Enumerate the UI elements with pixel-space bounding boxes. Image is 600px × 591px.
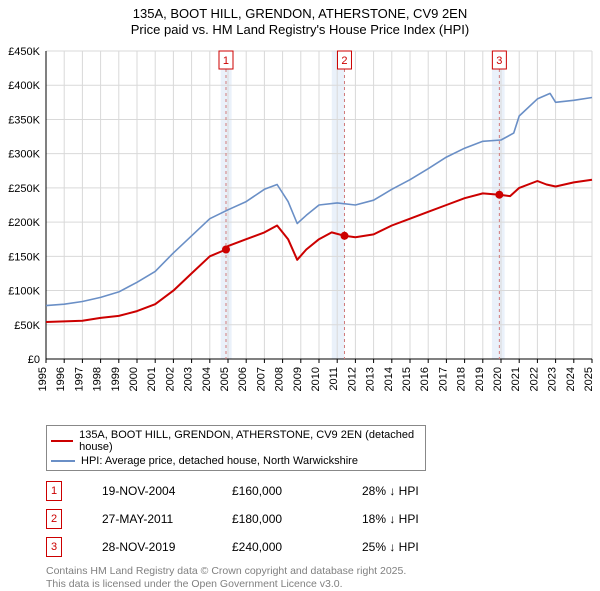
svg-text:2015: 2015 [401, 367, 413, 391]
sale-price: £240,000 [232, 540, 322, 554]
sale-date: 27-MAY-2011 [102, 512, 192, 526]
svg-text:2002: 2002 [164, 367, 176, 391]
sale-price: £180,000 [232, 512, 322, 526]
svg-text:2005: 2005 [219, 367, 231, 391]
svg-text:2016: 2016 [419, 367, 431, 391]
svg-text:2014: 2014 [383, 367, 395, 391]
legend-item: 135A, BOOT HILL, GRENDON, ATHERSTONE, CV… [51, 428, 421, 454]
legend: 135A, BOOT HILL, GRENDON, ATHERSTONE, CV… [46, 425, 426, 471]
svg-text:2023: 2023 [547, 367, 559, 391]
sale-delta: 25% ↓ HPI [362, 540, 452, 554]
svg-text:1995: 1995 [37, 367, 49, 391]
title-line-1: 135A, BOOT HILL, GRENDON, ATHERSTONE, CV… [0, 6, 600, 22]
svg-text:2012: 2012 [346, 367, 358, 391]
svg-text:2018: 2018 [456, 367, 468, 391]
svg-text:£450K: £450K [8, 46, 40, 58]
legend-swatch [51, 460, 75, 462]
svg-text:£200K: £200K [8, 217, 40, 229]
footer: Contains HM Land Registry data © Crown c… [46, 565, 600, 591]
svg-text:2024: 2024 [565, 367, 577, 391]
svg-text:2017: 2017 [437, 367, 449, 391]
svg-text:£400K: £400K [8, 80, 40, 92]
svg-text:2011: 2011 [328, 367, 340, 391]
chart-svg: £0 £50K £100K £150K £200K £250K £300K £350K £400… [0, 39, 600, 419]
chart-title-block: 135A, BOOT HILL, GRENDON, ATHERSTONE, CV… [0, 0, 600, 39]
svg-text:2010: 2010 [310, 367, 322, 391]
svg-text:£0: £0 [28, 354, 40, 366]
svg-text:3: 3 [496, 55, 502, 67]
sales-table: 1 19-NOV-2004 £160,000 28% ↓ HPI 2 27-MAY-201… [46, 481, 600, 557]
legend-label: HPI: Average price, detached house, Nort… [81, 455, 358, 467]
svg-text:2009: 2009 [292, 367, 304, 391]
legend-item: HPI: Average price, detached house, Nort… [51, 454, 421, 468]
svg-text:£150K: £150K [8, 251, 40, 263]
sale-delta: 18% ↓ HPI [362, 512, 452, 526]
sales-row: 2 27-MAY-2011 £180,000 18% ↓ HPI [46, 509, 600, 529]
svg-text:2004: 2004 [201, 367, 213, 391]
svg-text:£100K: £100K [8, 285, 40, 297]
svg-text:2: 2 [341, 55, 347, 67]
svg-text:2022: 2022 [528, 367, 540, 391]
svg-text:2021: 2021 [510, 367, 522, 391]
svg-text:2013: 2013 [365, 367, 377, 391]
sale-date: 19-NOV-2004 [102, 484, 192, 498]
svg-text:2020: 2020 [492, 367, 504, 391]
sale-flag: 3 [46, 537, 62, 557]
svg-text:£50K: £50K [14, 319, 40, 331]
footer-line-2: This data is licensed under the Open Gov… [46, 578, 600, 591]
chart: £0 £50K £100K £150K £200K £250K £300K £350K £400… [0, 39, 600, 419]
svg-text:£250K: £250K [8, 182, 40, 194]
svg-text:2019: 2019 [474, 367, 486, 391]
svg-text:£350K: £350K [8, 114, 40, 126]
svg-text:2003: 2003 [183, 367, 195, 391]
svg-text:1996: 1996 [55, 367, 67, 391]
svg-text:2025: 2025 [583, 367, 595, 391]
svg-text:1999: 1999 [110, 367, 122, 391]
sale-delta: 28% ↓ HPI [362, 484, 452, 498]
footer-line-1: Contains HM Land Registry data © Crown c… [46, 565, 600, 578]
sales-row: 3 28-NOV-2019 £240,000 25% ↓ HPI [46, 537, 600, 557]
svg-text:1997: 1997 [73, 367, 85, 391]
page: 135A, BOOT HILL, GRENDON, ATHERSTONE, CV… [0, 0, 600, 591]
title-line-2: Price paid vs. HM Land Registry's House … [0, 22, 600, 38]
sale-date: 28-NOV-2019 [102, 540, 192, 554]
sale-flag: 1 [46, 481, 62, 501]
svg-text:1998: 1998 [92, 367, 104, 391]
sales-row: 1 19-NOV-2004 £160,000 28% ↓ HPI [46, 481, 600, 501]
svg-text:2007: 2007 [255, 367, 267, 391]
svg-text:£300K: £300K [8, 148, 40, 160]
legend-label: 135A, BOOT HILL, GRENDON, ATHERSTONE, CV… [79, 429, 421, 453]
svg-text:2008: 2008 [274, 367, 286, 391]
sale-price: £160,000 [232, 484, 322, 498]
svg-text:2006: 2006 [237, 367, 249, 391]
legend-swatch [51, 440, 73, 442]
svg-text:1: 1 [223, 55, 229, 67]
sale-flag: 2 [46, 509, 62, 529]
svg-text:2001: 2001 [146, 367, 158, 391]
svg-text:2000: 2000 [128, 367, 140, 391]
